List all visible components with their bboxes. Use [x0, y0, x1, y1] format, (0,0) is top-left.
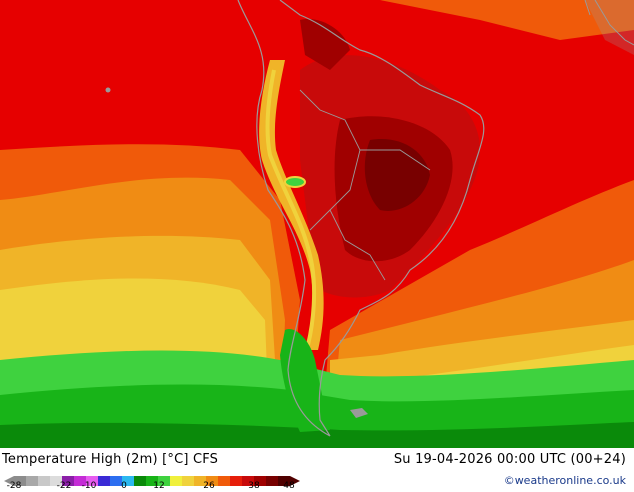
legend-bar-svg: [4, 476, 300, 486]
legend-swatch: [110, 476, 122, 486]
legend-swatch: [74, 476, 86, 486]
legend-tick-label: -28: [6, 481, 22, 491]
forecast-datetime: Su 19-04-2026 00:00 UTC (00+24): [393, 452, 626, 467]
legend-swatch: [62, 476, 74, 486]
legend-swatch: [194, 476, 206, 486]
legend-ticks: -28 -22 -10 0 12 26 38 48: [0, 482, 320, 492]
legend-swatch: [146, 476, 158, 486]
legend-swatch: [134, 476, 146, 486]
legend-swatch: [26, 476, 38, 486]
legend-swatch: [122, 476, 134, 486]
legend-swatch: [158, 476, 170, 486]
legend-swatch: [206, 476, 218, 486]
legend-swatch: [38, 476, 50, 486]
south-america-outline: [237, 0, 485, 437]
color-legend: [4, 471, 300, 486]
legend-swatch: [254, 476, 266, 486]
band-south-darkgreen: [0, 422, 634, 448]
legend-tick-label: 26: [203, 481, 215, 491]
caribbean-outline: [584, 0, 634, 46]
legend-swatch: [98, 476, 110, 486]
site-credit[interactable]: ©weatheronline.co.uk: [503, 474, 626, 487]
legend-min-arrow: [4, 476, 14, 486]
altiplano-cool: [284, 176, 306, 188]
caribbean-islands: [585, 0, 634, 55]
venezuela-heat: [300, 19, 350, 70]
legend-tick-label: 0: [121, 481, 127, 491]
temperature-map[interactable]: [0, 0, 634, 448]
legend-max-arrow: [290, 476, 300, 486]
country-borders: [299, 89, 431, 281]
band-north-orange: [380, 0, 634, 40]
andes-ridge: [265, 69, 317, 346]
legend-tick-label: 12: [153, 481, 165, 491]
falkland-islands: [350, 408, 368, 418]
map-footer: Temperature High (2m) [°C] CFS Su 19-04-…: [0, 448, 634, 492]
legend-swatch: [14, 476, 26, 486]
legend-swatch: [182, 476, 194, 486]
legend-swatch: [86, 476, 98, 486]
legend-swatch: [170, 476, 182, 486]
galapagos-islands: [105, 87, 111, 93]
map-canvas: [0, 0, 634, 448]
brazil-hotspot: [364, 139, 430, 211]
legend-swatch: [278, 476, 290, 486]
legend-swatch: [218, 476, 230, 486]
legend-tick-label: 38: [248, 481, 260, 491]
legend-tick-label: 48: [283, 481, 295, 491]
map-title: Temperature High (2m) [°C] CFS: [2, 452, 219, 467]
patagonia-green: [280, 329, 330, 432]
legend-swatch: [242, 476, 254, 486]
legend-swatch: [230, 476, 242, 486]
legend-tick-label: -22: [56, 481, 72, 491]
legend-tick-label: -10: [81, 481, 97, 491]
legend-swatch: [50, 476, 62, 486]
legend-swatch: [266, 476, 278, 486]
